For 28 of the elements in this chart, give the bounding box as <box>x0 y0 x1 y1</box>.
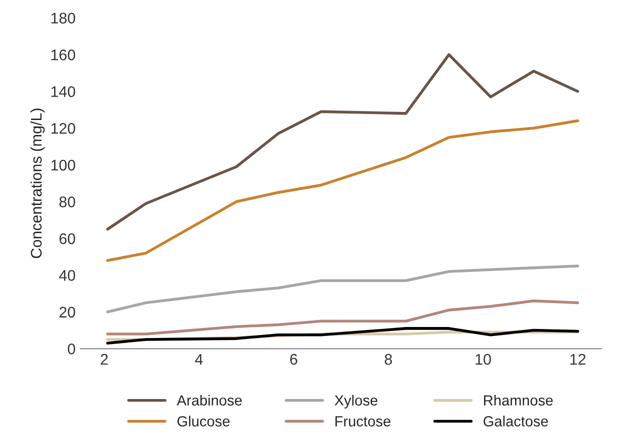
y-tick-label: 60 <box>60 233 76 244</box>
legend-label: Arabinose <box>176 394 242 406</box>
legend-label: Glucose <box>177 416 230 426</box>
line-series <box>106 299 580 336</box>
x-tick-label: 2 <box>100 354 108 365</box>
y-tick-label: 140 <box>51 86 76 98</box>
legend-label: Xylose <box>334 394 378 408</box>
y-axis-title: Concentrations (mg/L) <box>30 108 45 258</box>
line-series <box>106 264 580 314</box>
y-tick-label: 180 <box>51 12 76 24</box>
line-series <box>106 327 580 345</box>
y-tick-label: 100 <box>51 160 76 171</box>
y-tick-label: 120 <box>51 123 76 134</box>
line-series <box>106 119 580 262</box>
x-tick-label: 8 <box>384 354 392 365</box>
x-tick-label: 4 <box>195 354 203 365</box>
y-tick-label: 20 <box>60 306 76 318</box>
x-tick-label: 6 <box>290 354 298 365</box>
legend-label: Fructose <box>335 416 390 426</box>
legend-label: Rhamnose <box>484 394 553 406</box>
legend-label: Galactose <box>484 416 548 426</box>
y-tick-label: 40 <box>59 270 76 281</box>
line-series <box>106 53 580 231</box>
y-tick-label: 80 <box>59 196 76 208</box>
y-tick-label: 160 <box>51 50 76 60</box>
x-tick-label: 10 <box>476 354 491 365</box>
y-tick-label: 0 <box>68 344 76 354</box>
x-tick-label: 12 <box>570 354 586 365</box>
